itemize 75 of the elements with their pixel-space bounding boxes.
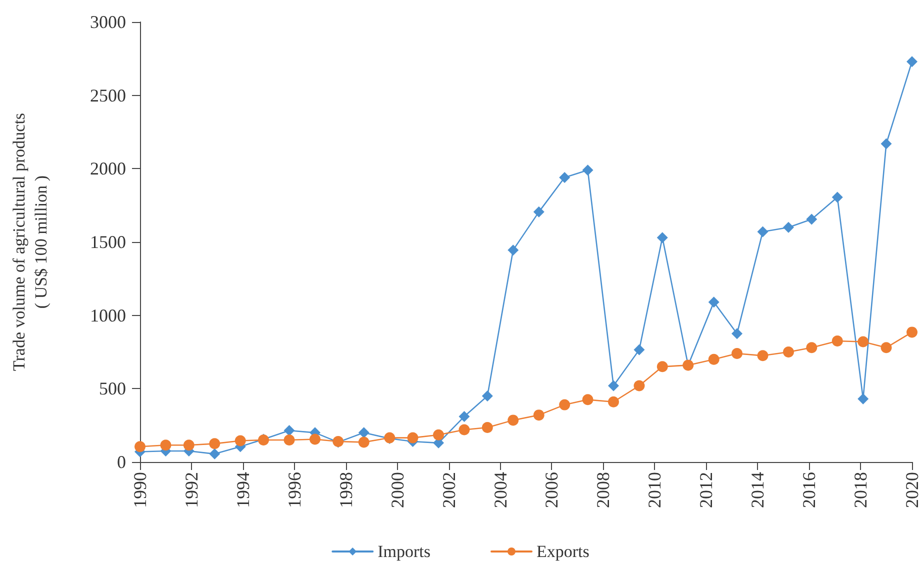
point [782,346,794,358]
legend-label: Imports [378,542,431,561]
y-tick-label: 500 [99,378,126,399]
x-tick-label: 1990 [130,472,150,508]
point [310,434,320,445]
x-tick-label: 2018 [850,472,871,508]
x-tick-label: 2002 [438,472,459,508]
point [806,342,818,354]
x-tick-label: 1992 [181,472,202,508]
y-tick-label: 1000 [90,305,126,326]
x-tick-label: 2004 [490,472,510,508]
point [708,296,720,308]
point [757,226,768,238]
point [559,399,570,410]
x-tick-label: 1994 [232,472,253,508]
point [358,436,370,448]
point [782,222,794,233]
y-tick-label: 0 [117,452,126,472]
point [608,396,619,408]
point [433,429,444,440]
point [482,422,493,434]
point [806,214,818,225]
legend-label: Exports [536,542,590,561]
point [458,411,470,422]
y-tick-label: 1500 [90,232,126,252]
x-tick-label: 2006 [542,472,562,508]
point [608,380,619,392]
point [732,328,743,340]
x-tick-label: 2000 [387,472,408,508]
point [656,361,668,372]
point [582,164,594,176]
x-tick-label: 2020 [902,472,921,508]
point [533,410,544,421]
x-tick-label: 1998 [336,472,356,508]
point [906,326,918,338]
x-tick-label: 2010 [644,472,665,508]
point [209,438,220,450]
y-tick-label: 2500 [90,85,126,106]
point [458,424,470,436]
point [732,348,743,359]
point [134,441,146,452]
point [858,336,869,348]
point [708,354,720,365]
point [183,440,194,451]
point [582,394,594,406]
y-axis-title: Trade volume of agricultural products ( US$ 100 million ) [10,112,50,372]
x-tick-label: 2016 [799,472,820,508]
point [880,138,892,150]
x-tick-label: 2012 [696,472,716,508]
point [634,344,645,356]
point [284,424,295,436]
point [880,342,892,354]
point [508,244,519,256]
y-tick-label: 2000 [90,158,126,179]
point [906,56,918,68]
x-tick-label: 2014 [748,472,768,508]
point [832,336,843,346]
point [407,432,418,444]
point [656,232,668,244]
point [832,192,843,203]
point [482,390,493,402]
point [160,440,172,451]
point [234,435,246,446]
point [533,206,544,218]
point [358,427,370,438]
point [634,380,645,392]
y-tick-label: 3000 [90,12,126,32]
point [508,414,519,426]
x-tick-label: 1996 [284,472,304,508]
point [284,434,295,446]
point [757,350,768,362]
point [858,393,869,404]
point [559,172,570,183]
point [209,448,220,460]
x-tick-label: 2008 [593,472,614,508]
